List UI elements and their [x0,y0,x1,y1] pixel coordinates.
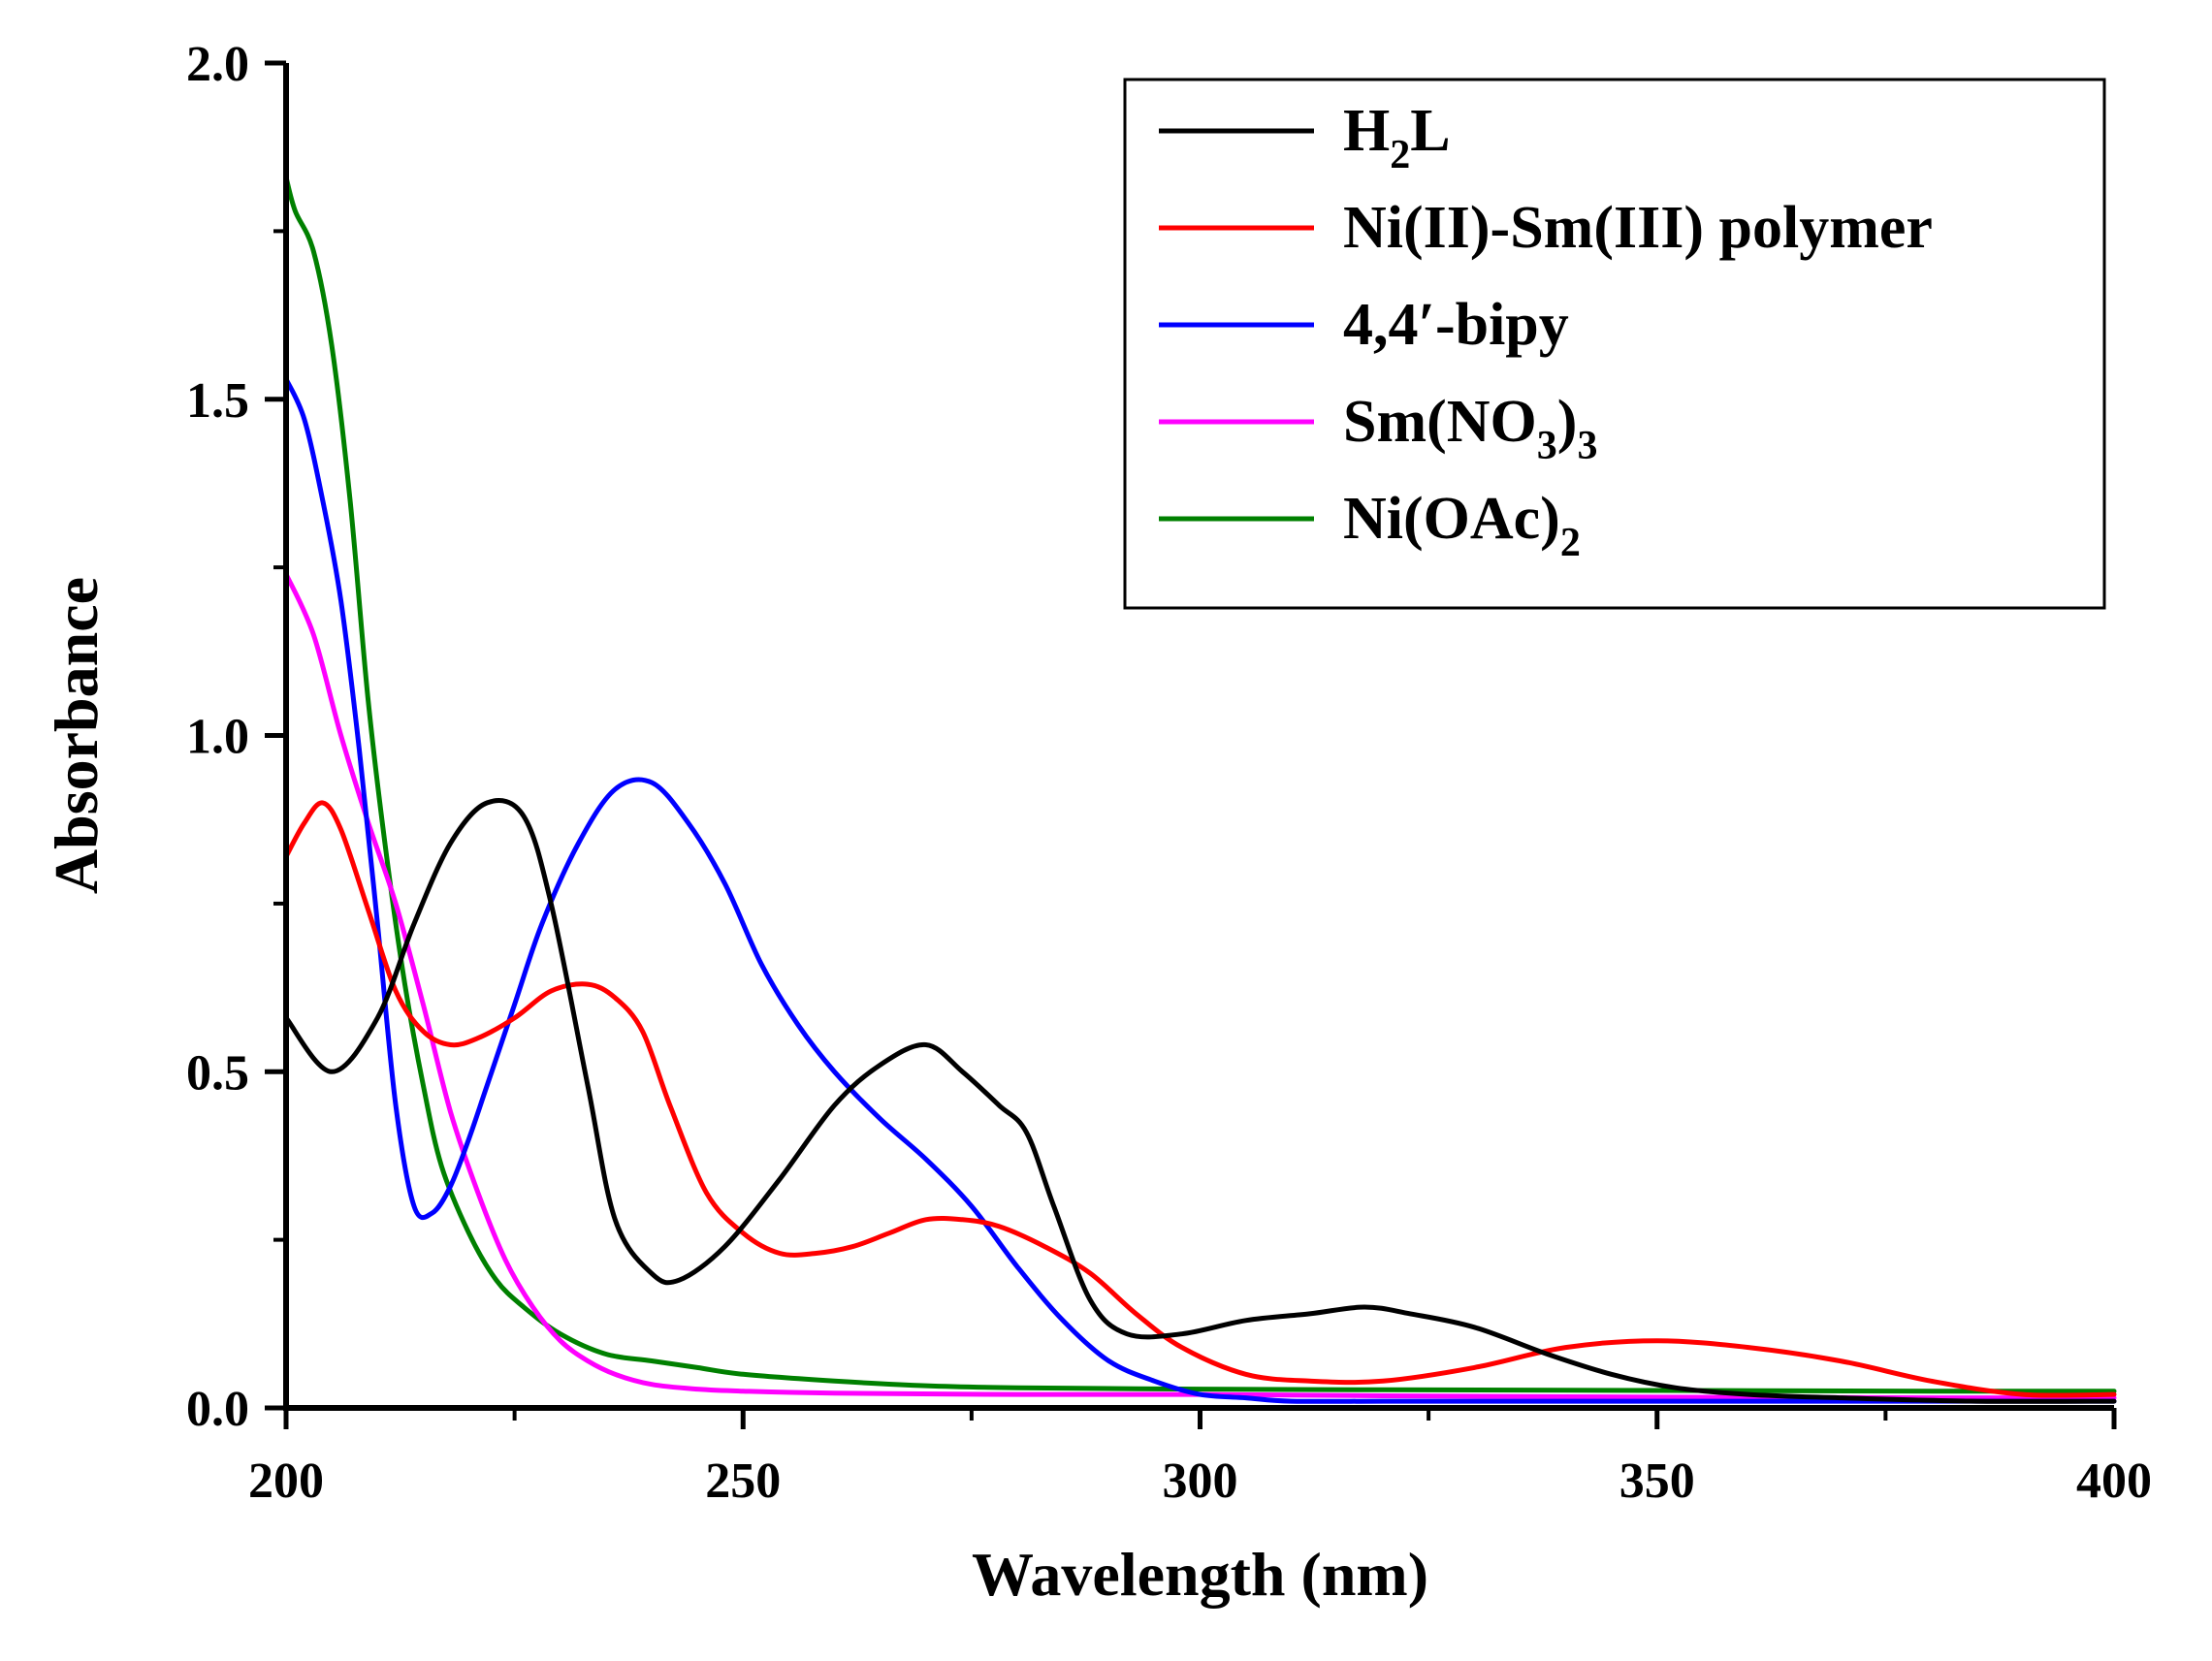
x-ticks: 200 250 300 350 400 [248,1408,2152,1509]
series-group [283,175,2117,1404]
legend-label-part: 3 [1577,424,1597,468]
x-tick-label: 200 [248,1453,324,1509]
plot-area: 200 250 300 350 400 0.0 0.5 1.0 1.5 2.0 [186,37,2152,1509]
series-line-2 [283,376,2117,1404]
x-tick-label: 250 [705,1453,781,1509]
legend-label-part: Ni(OAc) [1343,486,1560,552]
series-line-0 [283,798,2117,1404]
series-line-1 [283,800,2117,1398]
legend-label-2: 4,4′-bipy [1343,292,1569,358]
legend-label-0: H2L [1343,98,1451,177]
legend-label-part: Ni(II)-Sm(III) polymer [1343,195,1933,261]
legend-label-4: Ni(OAc)2 [1343,486,1581,565]
legend-label-1: Ni(II)-Sm(III) polymer [1343,195,1933,261]
legend-label-part: L [1410,98,1450,164]
legend-label-part: 4,4′-bipy [1343,292,1569,358]
legend-label-3: Sm(NO3)3 [1343,389,1597,468]
legend-label-part: H [1343,98,1390,164]
y-tick-label: 1.0 [186,710,249,765]
y-axis-title: Absorbance [42,577,111,894]
x-tick-label: 350 [1619,1453,1695,1509]
y-tick-label: 2.0 [186,37,249,92]
legend-label-part: 2 [1560,521,1581,565]
y-tick-label: 1.5 [186,373,249,429]
x-axis-title: Wavelength (nm) [972,1540,1428,1609]
y-ticks: 0.0 0.5 1.0 1.5 2.0 [186,37,286,1437]
legend-label-part: ) [1557,389,1578,455]
y-tick-label: 0.0 [186,1382,249,1437]
legend-label-part: 3 [1537,424,1557,468]
x-tick-label: 300 [1163,1453,1238,1509]
series-line-3 [283,571,2117,1401]
x-tick-label: 400 [2076,1453,2152,1509]
series-line-4 [283,175,2117,1394]
y-tick-label: 0.5 [186,1045,249,1101]
legend-box [1123,78,2106,610]
legend-label-part: Sm(NO [1343,389,1537,455]
legend-label-part: 2 [1390,133,1410,177]
